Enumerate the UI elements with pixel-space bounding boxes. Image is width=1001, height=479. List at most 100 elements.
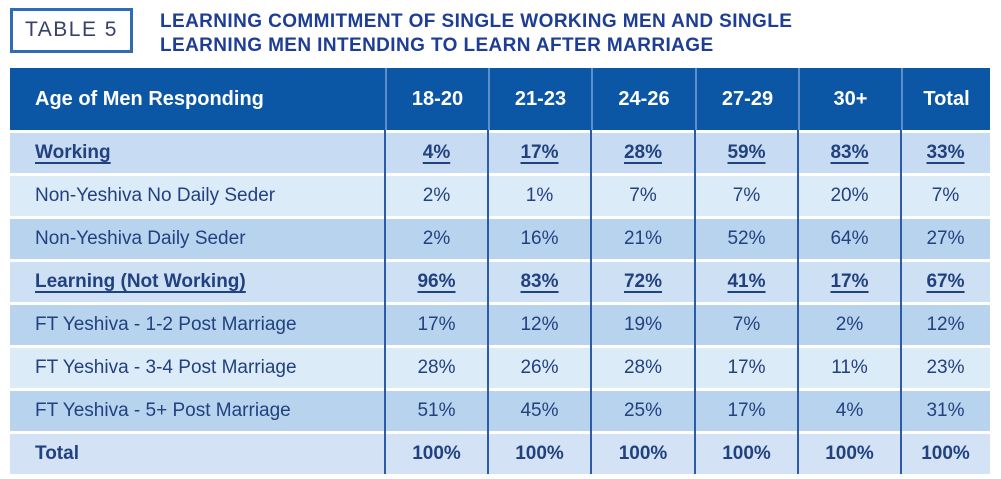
cell-value: 28% [417, 357, 456, 378]
table-cell: 100% [901, 434, 990, 474]
row-label-text: Non-Yeshiva Daily Seder [35, 228, 246, 249]
cell-value: 17% [520, 142, 559, 163]
column-divider-line [487, 130, 489, 474]
table-cell: 45% [488, 391, 591, 431]
cell-value: 59% [727, 142, 766, 163]
cell-value: 4% [835, 400, 864, 421]
table-cell: 20% [798, 176, 901, 216]
table-cell: 16% [488, 219, 591, 259]
cell-value: 20% [830, 185, 869, 206]
table-cell: 17% [695, 348, 798, 388]
cell-value: 7% [732, 185, 761, 206]
table-cell: 83% [488, 262, 591, 302]
cell-value: 1% [525, 185, 554, 206]
cell-value: 28% [623, 142, 663, 163]
table-cell: 7% [695, 176, 798, 216]
table-cell: 17% [385, 305, 488, 345]
table-cell: 1% [488, 176, 591, 216]
column-header: 21-23 [488, 68, 591, 130]
cell-value: 31% [926, 400, 965, 421]
table-cell: 72% [591, 262, 695, 302]
table-row: Non-Yeshiva Daily Seder 2% 16% 21% 52% 64% 27% [10, 219, 990, 259]
column-header: 30+ [798, 68, 901, 130]
cell-value: 11% [831, 357, 868, 378]
table-title: LEARNING COMMITMENT OF SINGLE WORKING ME… [160, 8, 792, 58]
column-header: 27-29 [695, 68, 798, 130]
table-header-row: Age of Men Responding 18-20 21-23 24-26 27-2… [10, 68, 990, 130]
table-cell: 2% [798, 305, 901, 345]
column-divider-line [900, 130, 902, 474]
column-divider-line [590, 130, 592, 474]
table-cell: 51% [385, 391, 488, 431]
table-cell: 17% [695, 391, 798, 431]
row-label: Non-Yeshiva Daily Seder [10, 219, 385, 259]
table-cell: 100% [798, 434, 901, 474]
table-cell: 52% [695, 219, 798, 259]
cell-value: 7% [629, 185, 657, 206]
row-label: Total [10, 434, 385, 474]
table-cell: 41% [695, 262, 798, 302]
table-cell: 12% [901, 305, 990, 345]
table-cell: 23% [901, 348, 990, 388]
table-cell: 27% [901, 219, 990, 259]
cell-value: 2% [835, 314, 864, 335]
column-header: 24-26 [591, 68, 695, 130]
column-header: Age of Men Responding [35, 87, 264, 110]
cell-value: 2% [422, 228, 451, 249]
table-cell: 4% [385, 133, 488, 173]
table-cell: 28% [591, 133, 695, 173]
table-row: FT Yeshiva - 5+ Post Marriage 51% 45% 25% 17… [10, 391, 990, 431]
row-label-text: Learning (Not Working) [35, 271, 246, 292]
row-label-text: Non-Yeshiva No Daily Seder [35, 185, 276, 206]
table-title-line1: LEARNING COMMITMENT OF SINGLE WORKING ME… [159, 11, 793, 32]
cell-value: 12% [520, 314, 559, 335]
table-cell: 11% [798, 348, 901, 388]
cell-value: 17% [417, 314, 456, 335]
table-cell: 26% [488, 348, 591, 388]
row-label-text: FT Yeshiva - 3-4 Post Marriage [35, 357, 297, 378]
cell-value: 96% [417, 271, 456, 292]
figure-header: TABLE 5 LEARNING COMMITMENT OF SINGLE WO… [10, 8, 792, 58]
table-cell: 31% [901, 391, 990, 431]
cell-value: 100% [825, 443, 874, 464]
cell-value: 17% [727, 357, 766, 378]
table-title-line2: LEARNING MEN INTENDING TO LEARN AFTER MA… [159, 35, 714, 56]
row-label: Learning (Not Working) [10, 262, 385, 302]
table-cell: 100% [385, 434, 488, 474]
table-row: Learning (Not Working) 96% 83% 72% 41% 17% 67% [10, 262, 990, 302]
table-number-badge: TABLE 5 [10, 8, 133, 53]
table-cell: 21% [591, 219, 695, 259]
cell-value: 51% [417, 400, 456, 421]
cell-value: 17% [727, 400, 766, 421]
row-label: FT Yeshiva - 1-2 Post Marriage [10, 305, 385, 345]
table-body: Working 4% 17% 28% 59% 83% 33% Non-Yeshiva No D… [10, 133, 990, 474]
cell-value: 41% [727, 271, 766, 292]
table-cell: 28% [385, 348, 488, 388]
table-cell: 19% [591, 305, 695, 345]
row-label-text: FT Yeshiva - 5+ Post Marriage [35, 400, 291, 421]
cell-value: 64% [830, 228, 869, 249]
table-cell: 100% [695, 434, 798, 474]
table-cell: 100% [488, 434, 591, 474]
cell-value: 21% [623, 228, 663, 249]
table-cell: 28% [591, 348, 695, 388]
cell-value: 45% [520, 400, 559, 421]
cell-value: 12% [926, 314, 965, 335]
row-label-text: Working [35, 142, 111, 163]
row-label: FT Yeshiva - 3-4 Post Marriage [10, 348, 385, 388]
cell-value: 100% [722, 443, 771, 464]
column-divider-line [797, 130, 799, 474]
cell-value: 100% [412, 443, 461, 464]
table-cell: 25% [591, 391, 695, 431]
cell-value: 28% [623, 357, 663, 378]
cell-value: 100% [515, 443, 564, 464]
table-row: FT Yeshiva - 3-4 Post Marriage 28% 26% 28% 1… [10, 348, 990, 388]
column-divider-line [384, 130, 386, 474]
table-cell: 7% [591, 176, 695, 216]
cell-value: 19% [623, 314, 663, 335]
column-header: 18-20 [385, 68, 488, 130]
cell-value: 26% [520, 357, 559, 378]
cell-value: 100% [921, 443, 970, 464]
cell-value: 17% [830, 271, 869, 292]
cell-value: 83% [520, 271, 559, 292]
